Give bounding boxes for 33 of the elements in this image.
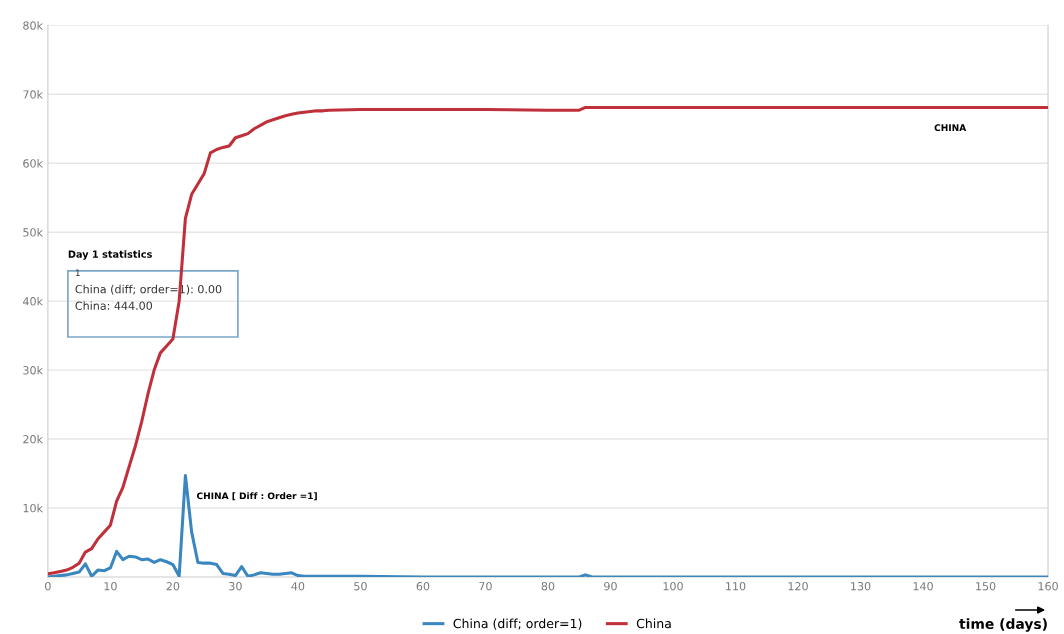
annotation: CHINA [934,124,967,132]
y-tick-label: 10k [23,503,43,513]
x-tick-label: 0 [45,582,51,591]
y-tick-label: 30k [23,365,43,375]
legend-label: China [636,618,671,629]
x-tick-label: 110 [726,582,746,591]
y-tick-label: 40k [22,296,43,306]
x-tick-label: 10 [104,582,117,591]
x-tick-label: 130 [851,582,871,591]
annotation: China: 444.00 [75,301,153,310]
x-tick-label: 40 [291,582,305,591]
x-tick-label: 150 [976,582,996,591]
x-tick-label: 100 [663,582,683,591]
x-tick-label: 140 [913,582,933,591]
y-tick-label: 70k [23,90,43,99]
x-tick-label: 30 [229,582,242,591]
y-tick-label: 60k [23,159,43,168]
x-tick-label: 120 [788,582,808,591]
y-tick-label: 80k [23,21,43,30]
x-tick-label: 70 [479,582,492,591]
x-tick-label: 20 [166,582,180,591]
legend-label: China (diff; order=1) [453,618,582,630]
annotation: Day 1 statistics [68,250,152,260]
x-tick-label: 90 [604,582,617,591]
annotation: CHINA [ Diff : Order =1] [196,492,317,501]
x-axis-title: time (days) [959,618,1047,632]
x-tick-label: 80 [541,582,555,591]
annotation: 1 [75,269,80,277]
y-tick-label: 50k [23,227,43,237]
x-tick-label: 50 [354,582,367,591]
x-tick-label: 60 [416,582,430,591]
y-tick-label: 20k [23,434,43,444]
x-tick-label: 160 [1038,582,1058,591]
